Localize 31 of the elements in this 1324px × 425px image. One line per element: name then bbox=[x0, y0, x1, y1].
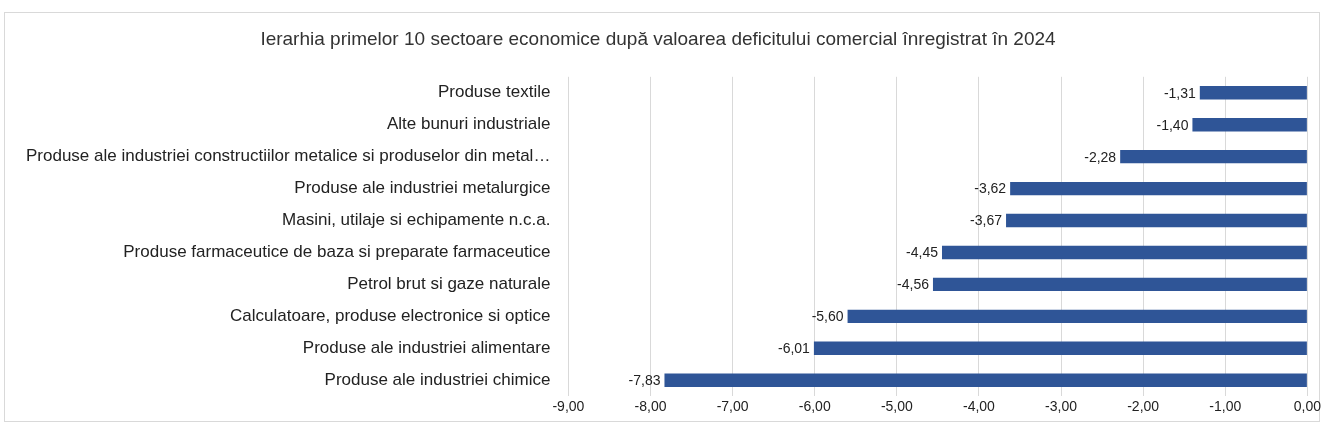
data-label: -4,56 bbox=[897, 276, 930, 293]
data-label: -1,31 bbox=[1163, 84, 1197, 101]
data-label: -6,01 bbox=[777, 340, 811, 357]
x-tick-label: -4,00 bbox=[962, 398, 996, 415]
chart-title: Ierarhia primelor 10 sectoare economice după valoarea deficitului comercial înregistrat în 2024 bbox=[260, 27, 1057, 49]
x-tick-label: -9,00 bbox=[552, 398, 585, 415]
data-label: -5,60 bbox=[811, 308, 844, 325]
data-label: -3,62 bbox=[974, 180, 1007, 197]
y-tick-label: Calculatoare, produse electronice si optice bbox=[230, 306, 551, 326]
y-tick-label: Produse ale industriei metalurgice bbox=[294, 178, 551, 198]
x-tick-label: -7,00 bbox=[716, 398, 749, 415]
x-tick-label: 0,00 bbox=[1293, 398, 1322, 415]
y-tick-label: Produse ale industriei chimice bbox=[324, 369, 551, 389]
x-tick-label: -5,00 bbox=[880, 398, 913, 415]
data-label: -2,28 bbox=[1084, 148, 1117, 165]
y-tick-label: Petrol brut si gaze naturale bbox=[347, 274, 551, 294]
data-label: -7,83 bbox=[628, 372, 661, 389]
data-label: -4,45 bbox=[906, 244, 939, 261]
y-tick-label: Produse textile bbox=[437, 82, 551, 102]
x-tick-label: -2,00 bbox=[1127, 398, 1160, 415]
data-label: -3,67 bbox=[970, 212, 1003, 229]
y-tick-label: Produse ale industriei constructiilor metalice si produselor din metal… bbox=[26, 146, 551, 166]
y-tick-label: Produse farmaceutice de baza si preparate farmaceutice bbox=[123, 242, 551, 262]
x-tick-label: -6,00 bbox=[798, 398, 831, 415]
data-label: -1,40 bbox=[1156, 116, 1189, 133]
x-tick-label: -3,00 bbox=[1045, 398, 1078, 415]
y-tick-label: Masini, utilaje si echipamente n.c.a. bbox=[282, 210, 551, 230]
y-tick-label: Alte bunuri industriale bbox=[386, 114, 551, 134]
x-tick-label: -8,00 bbox=[634, 398, 667, 415]
x-tick-label: -1,00 bbox=[1209, 398, 1242, 415]
y-tick-label: Produse ale industriei alimentare bbox=[302, 337, 551, 357]
